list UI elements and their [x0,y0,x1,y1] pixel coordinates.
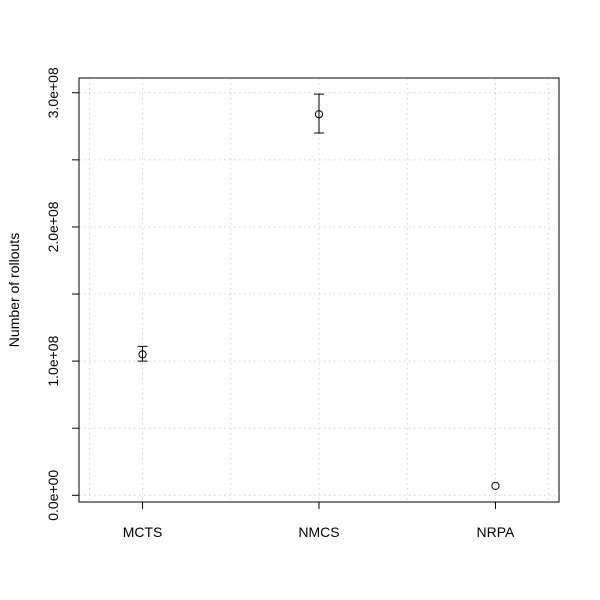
y-tick-label: 3.0e+08 [45,67,61,118]
y-axis-label: Number of rollouts [6,233,22,347]
y-tick-label: 0.0e+00 [45,470,61,521]
y-tick-label: 1.0e+08 [45,335,61,386]
data-point-nrpa [491,481,500,490]
x-tick-label: NRPA [477,524,516,540]
x-axis: MCTS NMCS NRPA [123,502,515,540]
data-point-nmcs [314,110,324,119]
x-tick-label: MCTS [123,524,163,540]
data-points [137,93,500,490]
y-tick-label: 2.0e+08 [45,201,61,252]
x-tick-label: NMCS [298,524,339,540]
plot-frame [78,77,560,503]
data-point-mcts [138,350,147,359]
y-axis: 0.0e+00 1.0e+08 2.0e+08 3.0e+08 [45,67,79,521]
grid-lines [79,78,559,502]
